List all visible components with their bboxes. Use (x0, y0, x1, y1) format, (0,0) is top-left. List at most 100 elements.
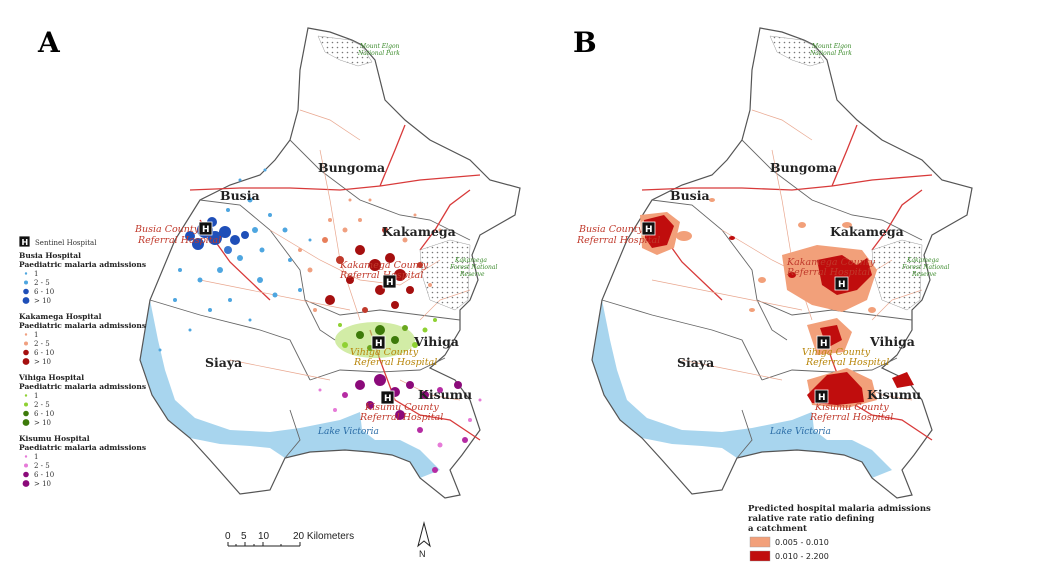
forest-label-3-a: Reserve (459, 271, 485, 278)
legend-item-label-1-1: 2 - 5 (34, 340, 50, 348)
hospital-icon-vihiga-a: H (371, 335, 386, 350)
panel-a: A (18, 26, 521, 559)
busia-hospital-label-2-b: Referral Hospital (576, 235, 660, 246)
legend-item-label-0-3: > 10 (34, 297, 51, 305)
svg-text:H: H (818, 393, 826, 403)
svg-text:H: H (386, 278, 394, 288)
legend-item-label-3-2: 6 - 10 (34, 471, 54, 479)
panel-b-letter: B (573, 26, 597, 59)
legend-item-label-2-0: 1 (34, 392, 38, 400)
county-label-busia-a: Busia (220, 188, 260, 203)
legend-item-label-0-1: 2 - 5 (34, 279, 50, 287)
legend-item-label-1-0: 1 (34, 331, 38, 339)
legend-b-label-low: 0.005 - 0.010 (775, 538, 829, 547)
vihiga-hospital-label-2-b: Referral Hospital (805, 357, 889, 368)
county-label-vihiga-b: Vihiga (869, 334, 915, 349)
legend-group-subtitle-0: Paediatric malaria admissions (19, 260, 146, 269)
region-outline-b (591, 27, 973, 499)
lake-victoria-shape-b (592, 300, 892, 478)
legend-symbol-2-0 (24, 394, 28, 397)
elgon-label-1-a: Mount Elgon (359, 43, 400, 50)
scale-tick-10: 10 (258, 531, 270, 542)
legend-item-label-3-1: 2 - 5 (34, 462, 50, 470)
county-boundaries-b (601, 139, 923, 459)
county-label-siaya-a: Siaya (205, 355, 242, 370)
county-label-kakamega-b: Kakamega (830, 224, 904, 239)
legend-b-title-1: Predicted hospital malaria admissions (748, 504, 931, 514)
busia-hospital-label-1-b: Busia County (578, 224, 644, 235)
legend-b-title-2: ralative rate ratio defining (748, 514, 874, 524)
legend-group-title-2: Vihiga Hospital (18, 373, 84, 382)
legend-group-title-3: Kisumu Hospital (19, 434, 90, 443)
legend-symbol-1-2 (23, 349, 29, 356)
scale-tick-5: 5 (241, 531, 247, 542)
legend-item-label-1-3: > 10 (34, 358, 51, 366)
legend-symbol-0-0 (24, 272, 28, 275)
legend-sentinel-label: Sentinel Hospital (35, 239, 97, 247)
hospital-icon-busia-a: H (198, 221, 213, 236)
legend-b: Predicted hospital malaria admissions ra… (748, 504, 931, 562)
legend-b-swatch-high (749, 550, 771, 562)
kisumu-hospital-label-1-a: Kisumu County (364, 402, 439, 413)
county-label-bungoma-b: Bungoma (770, 160, 837, 175)
legend-group-title-0: Busia Hospital (19, 251, 81, 260)
legend-group-subtitle-3: Paediatric malaria admissions (19, 443, 146, 452)
panel-a-letter: A (37, 26, 61, 59)
busia-hospital-label-2-a: Referral Hospital (137, 235, 221, 246)
north-arrow: N (417, 521, 431, 559)
county-label-busia-b: Busia (670, 188, 710, 203)
kisumu-admissions-points (318, 374, 482, 473)
legend-item-label-3-3: > 10 (34, 480, 51, 488)
svg-text:N: N (419, 549, 426, 559)
vihiga-hospital-label-1-b: Vihiga County (802, 347, 871, 358)
lake-label-a: Lake Victoria (317, 427, 379, 437)
legend-symbol-2-1 (24, 402, 28, 407)
legend-symbol-0-1 (24, 280, 28, 285)
legend-group-title-1: Kakamega Hospital (19, 312, 102, 321)
legend-a: H Sentinel Hospital Busia HospitalPaedia… (18, 235, 146, 488)
hospital-icon-busia-b: H (641, 221, 656, 236)
region-outline-a (139, 27, 521, 499)
legend-symbol-0-2 (23, 288, 29, 295)
legend-item-label-2-1: 2 - 5 (34, 401, 50, 409)
legend-symbol-3-0 (24, 455, 28, 458)
kisumu-hospital-label-2-b: Referral Hospital (809, 412, 893, 423)
vihiga-hospital-label-1-a: Vihiga County (350, 347, 419, 358)
kakamega-hospital-label-1-b: Kakamega County (786, 257, 876, 268)
county-label-siaya-b: Siaya (677, 355, 714, 370)
county-boundaries-a (149, 139, 471, 459)
kisumu-hospital-label-1-b: Kisumu County (814, 402, 889, 413)
mount-elgon-park-a (317, 35, 373, 67)
legend-item-label-0-0: 1 (34, 270, 38, 278)
legend-symbol-2-3 (22, 419, 30, 426)
sentinel-hospital-icon: H (22, 238, 29, 247)
lake-victoria-shape-a (140, 300, 440, 478)
hospital-icon-vihiga-b: H (816, 335, 831, 350)
legend-symbol-0-3 (22, 297, 30, 304)
legend-b-label-high: 0.010 - 2.200 (775, 552, 829, 561)
kakamega-admissions-points (298, 198, 442, 313)
forest-label-3-b: Reserve (911, 271, 937, 278)
svg-text:H: H (820, 339, 828, 349)
vihiga-hospital-label-2-a: Referral Hospital (353, 357, 437, 368)
kakamega-forest-b (871, 239, 923, 311)
legend-item-label-2-3: > 10 (34, 419, 51, 427)
lake-label-b: Lake Victoria (769, 427, 831, 437)
kakamega-hospital-label-1-a: Kakamega County (339, 260, 429, 271)
kakamega-forest-a (419, 239, 471, 311)
county-label-kakamega-a: Kakamega (382, 224, 456, 239)
legend-item-label-0-2: 6 - 10 (34, 288, 54, 296)
svg-text:H: H (838, 280, 846, 290)
legend-symbol-1-3 (22, 358, 30, 365)
kakamega-hospital-label-2-b: Referral Hospital (786, 267, 870, 278)
hospital-icon-kakamega-b: H (834, 276, 849, 291)
legend-group-subtitle-1: Paediatric malaria admissions (19, 321, 146, 330)
legend-symbol-2-2 (23, 410, 29, 417)
panel-b: B (573, 26, 973, 562)
legend-symbol-3-1 (24, 463, 28, 468)
scale-tick-20: 20 Kilometers (293, 531, 354, 542)
legend-symbol-1-1 (24, 341, 28, 346)
hospital-icon-kakamega-a: H (382, 274, 397, 289)
elgon-label-1-b: Mount Elgon (811, 43, 852, 50)
